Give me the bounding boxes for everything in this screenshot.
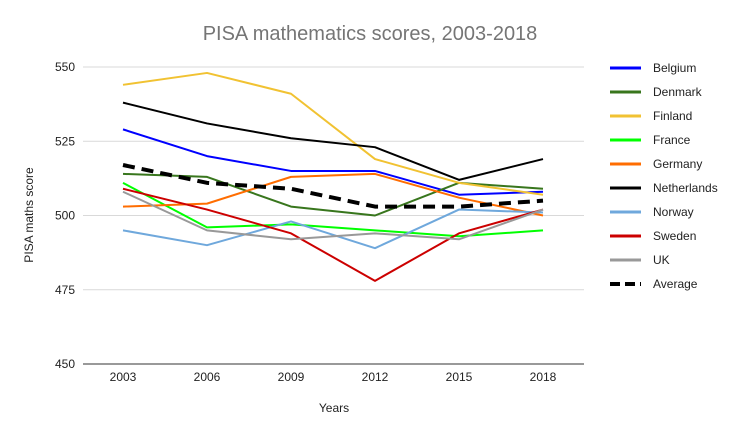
legend: Belgium Denmark Finland France Germany Nether… bbox=[610, 61, 718, 291]
series-line-finland bbox=[122, 71, 544, 196]
x-tick-label: 2012 bbox=[362, 370, 389, 384]
x-axis-label: Years bbox=[319, 401, 349, 415]
series-line-average bbox=[122, 163, 544, 209]
y-tick-label: 450 bbox=[55, 357, 75, 371]
series-line-germany bbox=[122, 172, 544, 217]
y-axis-label: PISA maths score bbox=[22, 167, 36, 263]
y-axis-ticks: 450 475 500 525 550 bbox=[55, 60, 75, 371]
series-line-sweden bbox=[122, 187, 544, 282]
x-tick-label: 2009 bbox=[278, 370, 305, 384]
gridlines bbox=[83, 66, 584, 365]
legend-label: Belgium bbox=[653, 61, 696, 75]
legend-label: France bbox=[653, 133, 691, 147]
series-line-belgium bbox=[122, 128, 544, 196]
y-tick-label: 550 bbox=[55, 60, 75, 74]
legend-label: Germany bbox=[653, 157, 702, 171]
x-axis-ticks: 2003 2006 2009 2012 2015 2018 bbox=[110, 370, 557, 384]
legend-label: Norway bbox=[653, 205, 694, 219]
y-tick-label: 475 bbox=[55, 283, 75, 297]
series-lines bbox=[122, 71, 544, 282]
x-tick-label: 2003 bbox=[110, 370, 137, 384]
legend-label: UK bbox=[653, 253, 670, 267]
series-line-norway bbox=[122, 208, 544, 250]
x-tick-label: 2018 bbox=[530, 370, 557, 384]
chart-title: PISA mathematics scores, 2003-2018 bbox=[203, 23, 538, 45]
legend-label: Average bbox=[653, 277, 698, 291]
x-tick-label: 2015 bbox=[446, 370, 473, 384]
series-line-uk bbox=[122, 190, 544, 241]
legend-label: Netherlands bbox=[653, 181, 718, 195]
y-tick-label: 500 bbox=[55, 209, 75, 223]
series-line-netherlands bbox=[122, 101, 544, 181]
legend-label: Denmark bbox=[653, 85, 703, 99]
legend-label: Sweden bbox=[653, 229, 696, 243]
y-tick-label: 525 bbox=[55, 134, 75, 148]
x-tick-label: 2006 bbox=[194, 370, 221, 384]
legend-label: Finland bbox=[653, 109, 692, 123]
